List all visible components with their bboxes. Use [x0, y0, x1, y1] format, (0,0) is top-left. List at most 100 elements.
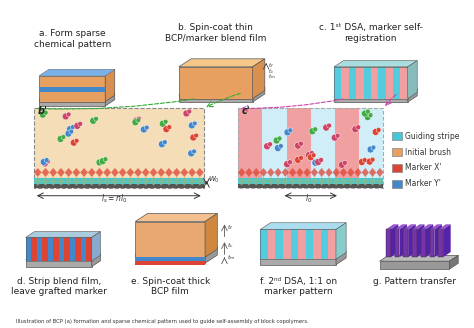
- Text: Guiding stripe: Guiding stripe: [405, 132, 459, 141]
- Polygon shape: [39, 87, 105, 92]
- Circle shape: [376, 128, 381, 133]
- Circle shape: [356, 125, 361, 130]
- Polygon shape: [135, 221, 205, 257]
- Polygon shape: [356, 67, 364, 98]
- Polygon shape: [392, 164, 402, 172]
- Circle shape: [187, 109, 191, 114]
- Circle shape: [311, 153, 316, 158]
- Circle shape: [71, 125, 75, 130]
- Polygon shape: [349, 67, 356, 98]
- Circle shape: [283, 161, 291, 168]
- Circle shape: [63, 113, 69, 120]
- Polygon shape: [150, 177, 157, 186]
- Circle shape: [69, 129, 74, 134]
- Polygon shape: [57, 177, 65, 186]
- Circle shape: [96, 159, 103, 166]
- Circle shape: [94, 116, 99, 121]
- Polygon shape: [39, 99, 105, 106]
- Polygon shape: [91, 232, 100, 261]
- Polygon shape: [253, 59, 265, 98]
- Polygon shape: [64, 237, 70, 261]
- Polygon shape: [376, 177, 383, 186]
- Polygon shape: [88, 168, 96, 177]
- Polygon shape: [26, 237, 31, 261]
- Polygon shape: [105, 93, 115, 106]
- Circle shape: [331, 134, 338, 141]
- Circle shape: [39, 111, 46, 118]
- Polygon shape: [401, 67, 408, 98]
- Polygon shape: [53, 237, 59, 261]
- Polygon shape: [403, 230, 408, 257]
- Circle shape: [268, 142, 273, 147]
- Polygon shape: [119, 168, 127, 177]
- Circle shape: [342, 160, 347, 165]
- Text: $t_m$: $t_m$: [268, 72, 276, 81]
- Polygon shape: [268, 230, 275, 259]
- Polygon shape: [408, 61, 417, 98]
- Polygon shape: [408, 89, 417, 102]
- Circle shape: [103, 157, 108, 162]
- Polygon shape: [42, 237, 48, 261]
- Polygon shape: [246, 177, 253, 186]
- Polygon shape: [260, 168, 267, 177]
- Polygon shape: [291, 230, 298, 259]
- Circle shape: [42, 160, 48, 167]
- Polygon shape: [260, 177, 267, 186]
- Polygon shape: [347, 168, 355, 177]
- Polygon shape: [157, 177, 165, 186]
- Polygon shape: [73, 177, 80, 186]
- Circle shape: [158, 141, 165, 148]
- Polygon shape: [334, 67, 341, 98]
- Circle shape: [368, 113, 373, 117]
- Polygon shape: [81, 237, 86, 261]
- Circle shape: [74, 122, 81, 129]
- Polygon shape: [260, 258, 336, 265]
- Circle shape: [70, 139, 77, 146]
- Circle shape: [46, 159, 50, 164]
- Polygon shape: [392, 132, 402, 140]
- Polygon shape: [135, 257, 205, 261]
- Polygon shape: [135, 261, 205, 265]
- Text: $t_m$: $t_m$: [228, 253, 236, 262]
- Polygon shape: [355, 168, 362, 177]
- Polygon shape: [429, 230, 434, 257]
- Polygon shape: [26, 254, 100, 260]
- Circle shape: [295, 156, 301, 163]
- Polygon shape: [205, 247, 217, 263]
- Polygon shape: [403, 224, 416, 230]
- Polygon shape: [296, 177, 303, 186]
- Text: $t_c$: $t_c$: [268, 67, 274, 76]
- Circle shape: [133, 117, 139, 124]
- Circle shape: [358, 158, 365, 166]
- Polygon shape: [179, 67, 253, 98]
- Polygon shape: [34, 178, 204, 184]
- Polygon shape: [298, 230, 306, 259]
- Polygon shape: [376, 168, 383, 177]
- Polygon shape: [282, 177, 289, 186]
- Polygon shape: [26, 232, 100, 237]
- Text: $W_0$: $W_0$: [209, 175, 220, 185]
- Polygon shape: [296, 168, 303, 177]
- Circle shape: [323, 124, 329, 131]
- Polygon shape: [103, 177, 111, 186]
- Text: e. Spin-coat thick
BCP film: e. Spin-coat thick BCP film: [130, 277, 210, 297]
- Circle shape: [365, 109, 370, 114]
- Polygon shape: [395, 230, 400, 257]
- Text: Initial brush: Initial brush: [405, 148, 451, 156]
- Circle shape: [74, 138, 79, 143]
- Text: b': b': [38, 106, 48, 116]
- Polygon shape: [65, 168, 73, 177]
- Polygon shape: [80, 168, 88, 177]
- Polygon shape: [246, 168, 253, 177]
- Polygon shape: [426, 224, 433, 257]
- Polygon shape: [449, 256, 458, 269]
- Text: Marker X': Marker X': [405, 163, 441, 173]
- Polygon shape: [311, 177, 318, 186]
- Circle shape: [307, 154, 314, 161]
- Polygon shape: [39, 70, 115, 76]
- Polygon shape: [371, 67, 378, 98]
- Circle shape: [192, 121, 197, 126]
- Circle shape: [137, 116, 141, 121]
- Polygon shape: [267, 168, 274, 177]
- Circle shape: [136, 118, 141, 123]
